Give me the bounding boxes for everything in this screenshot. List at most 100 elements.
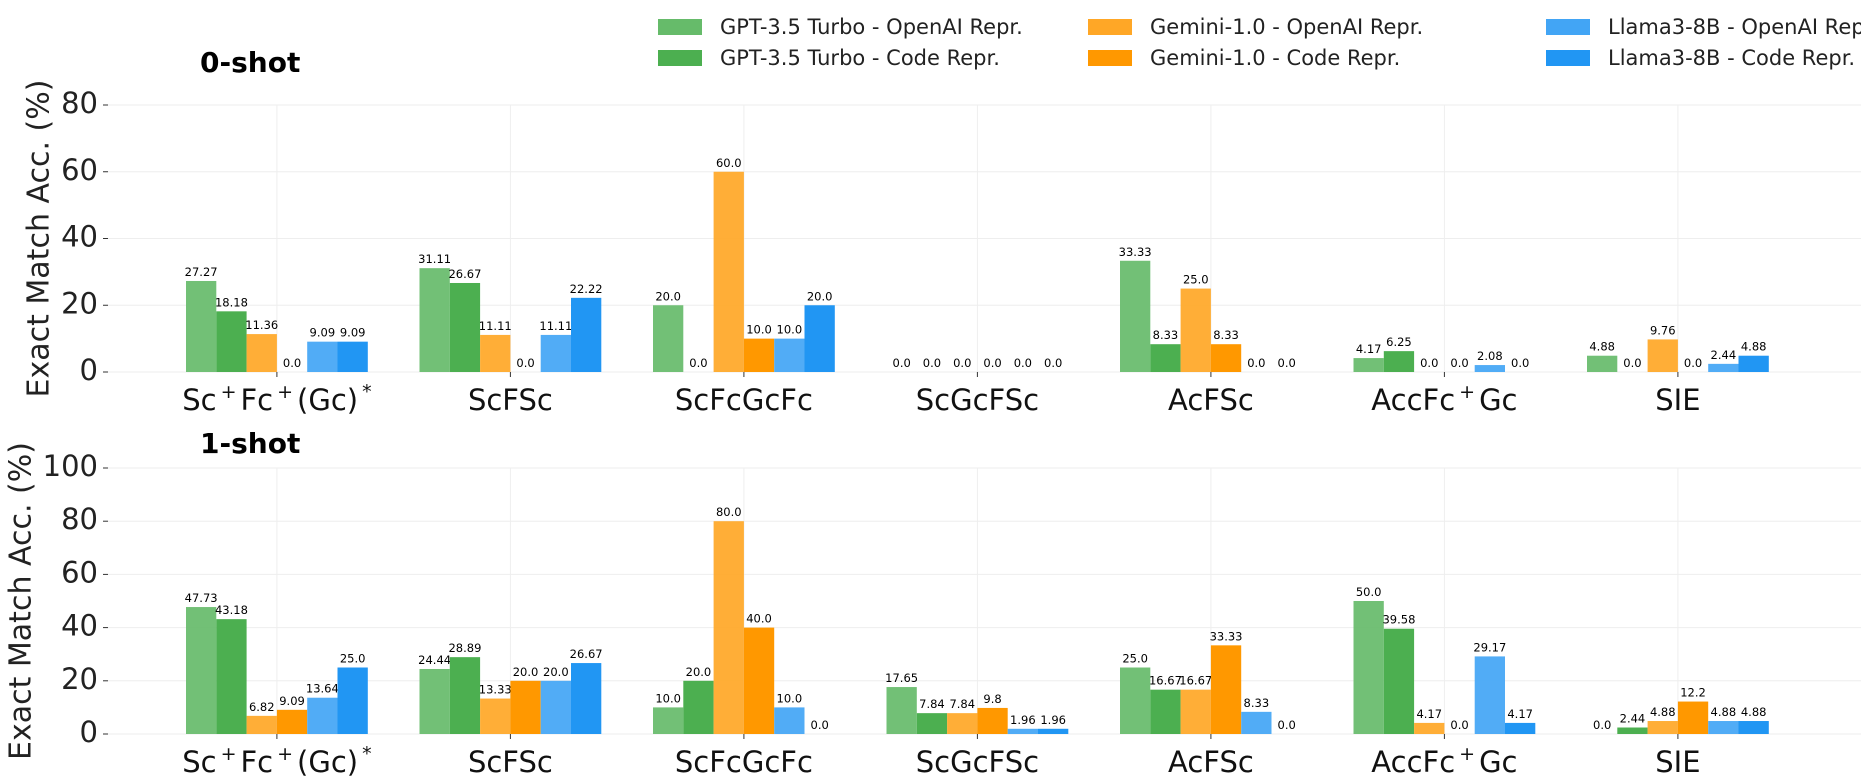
- legend-label: Gemini-1.0 - Code Repr.: [1150, 46, 1401, 70]
- data-label: 0.0: [953, 356, 971, 370]
- data-label: 10.0: [655, 691, 681, 705]
- legend-item: GPT-3.5 Turbo - Code Repr.: [658, 43, 1000, 73]
- x-tick-label-part: AccFc: [1371, 745, 1455, 779]
- x-tick-label-part: AcFSc: [1168, 383, 1254, 417]
- data-label: 13.33: [479, 683, 512, 697]
- legend-swatch: [658, 50, 702, 66]
- bar: [1647, 339, 1678, 372]
- data-label: 25.0: [1122, 652, 1148, 666]
- data-label: 24.44: [418, 653, 451, 667]
- data-label: 27.27: [185, 265, 218, 279]
- panel-1: 1-shot Exact Match Acc. (%) 0 20 40 60 80 100 47…: [4, 427, 1861, 779]
- data-label: 2.08: [1477, 349, 1503, 363]
- bar: [1353, 601, 1384, 734]
- data-label: 47.73: [185, 591, 218, 605]
- data-label: 10.0: [777, 691, 803, 705]
- data-label: 28.89: [448, 641, 481, 655]
- bar: [186, 280, 217, 372]
- data-label: 4.88: [1741, 705, 1767, 719]
- data-label: 10.0: [746, 323, 772, 337]
- y-tick-label: 20: [61, 662, 98, 696]
- bar: [886, 687, 917, 734]
- data-label: 7.84: [919, 697, 945, 711]
- panel-title: 0-shot: [200, 46, 300, 79]
- bar: [1383, 351, 1415, 372]
- bar: [1474, 365, 1505, 372]
- legend-label: Llama3-8B - Code Repr.: [1608, 46, 1856, 70]
- x-tick-label-part: Sc: [182, 745, 216, 779]
- data-label: 9.09: [340, 326, 366, 340]
- data-label: 20.0: [513, 665, 539, 679]
- x-tick-label: Sc + Fc + (Gc) *: [182, 381, 371, 417]
- y-tick-label: 0: [80, 353, 98, 387]
- bar: [449, 282, 481, 372]
- data-label: 17.65: [885, 671, 918, 685]
- bar: [1414, 722, 1445, 734]
- data-label: 0.0: [1014, 356, 1032, 370]
- y-axis-label: Exact Match Acc. (%): [4, 442, 39, 760]
- x-tick-label-part: (Gc): [297, 383, 358, 417]
- data-label: 20.0: [655, 289, 681, 303]
- legend-label: Llama3-8B - OpenAI Repr.: [1608, 15, 1861, 39]
- bar: [449, 657, 481, 734]
- chart-legend: GPT-3.5 Turbo - OpenAI Repr. GPT-3.5 Turb…: [658, 12, 1861, 73]
- bar: [1617, 727, 1648, 734]
- x-tick-label-part: +: [1459, 743, 1475, 765]
- data-label: 4.88: [1650, 705, 1676, 719]
- data-label: 0.0: [1593, 718, 1611, 732]
- data-label: 13.64: [306, 682, 339, 696]
- data-label: 8.33: [1213, 328, 1239, 342]
- x-tick-label-part: *: [362, 381, 372, 403]
- data-label: 9.76: [1650, 323, 1676, 337]
- data-label: 0.0: [983, 356, 1001, 370]
- data-label: 0.0: [516, 356, 534, 370]
- x-tick-label-part: ScGcFSc: [916, 383, 1039, 417]
- bar: [1708, 721, 1739, 734]
- data-label: 4.88: [1589, 340, 1615, 354]
- data-label: 0.0: [283, 356, 301, 370]
- data-label: 26.67: [570, 647, 603, 661]
- data-label: 33.33: [1210, 629, 1243, 643]
- data-label: 20.0: [543, 665, 569, 679]
- data-label: 0.0: [1044, 356, 1062, 370]
- data-label: 8.33: [1153, 328, 1179, 342]
- bar: [216, 311, 247, 372]
- x-tick-label-part: (Gc): [297, 745, 358, 779]
- x-tick-label-part: +: [1459, 381, 1475, 403]
- bar: [337, 341, 368, 372]
- x-tick-label-part: AcFSc: [1168, 745, 1254, 779]
- bar: [653, 707, 684, 734]
- bar: [480, 334, 511, 372]
- legend-swatch: [1088, 50, 1132, 66]
- bar: [1007, 728, 1038, 734]
- y-tick-label: 20: [61, 286, 98, 320]
- data-label: 0.0: [1623, 356, 1641, 370]
- x-tick-label: SIE: [1655, 383, 1700, 417]
- x-tick-label-part: Fc: [240, 745, 273, 779]
- data-label: 10.0: [777, 323, 803, 337]
- bar: [571, 663, 602, 734]
- x-tick-label-part: +: [277, 381, 293, 403]
- bar: [540, 334, 571, 372]
- legend-item: Gemini-1.0 - Code Repr.: [1088, 43, 1400, 73]
- data-label: 80.0: [716, 505, 742, 519]
- x-tick-label: ScFcGcFc: [675, 383, 813, 417]
- x-tick-label-part: *: [362, 743, 372, 765]
- y-tick-label: 40: [61, 609, 98, 643]
- data-label: 8.33: [1244, 696, 1270, 710]
- data-label: 0.0: [1511, 356, 1529, 370]
- x-tick-label-part: Fc: [240, 383, 273, 417]
- data-label: 9.09: [279, 694, 305, 708]
- data-label: 16.67: [1149, 674, 1182, 688]
- bar: [804, 305, 835, 372]
- data-label: 50.0: [1356, 585, 1382, 599]
- data-label: 4.17: [1416, 707, 1442, 721]
- data-label: 60.0: [716, 156, 742, 170]
- data-label: 16.67: [1179, 674, 1212, 688]
- bar: [1038, 728, 1069, 734]
- bar: [337, 667, 368, 734]
- legend-label: GPT-3.5 Turbo - Code Repr.: [720, 46, 1000, 70]
- data-label: 25.0: [340, 652, 366, 666]
- data-label: 0.0: [1247, 356, 1265, 370]
